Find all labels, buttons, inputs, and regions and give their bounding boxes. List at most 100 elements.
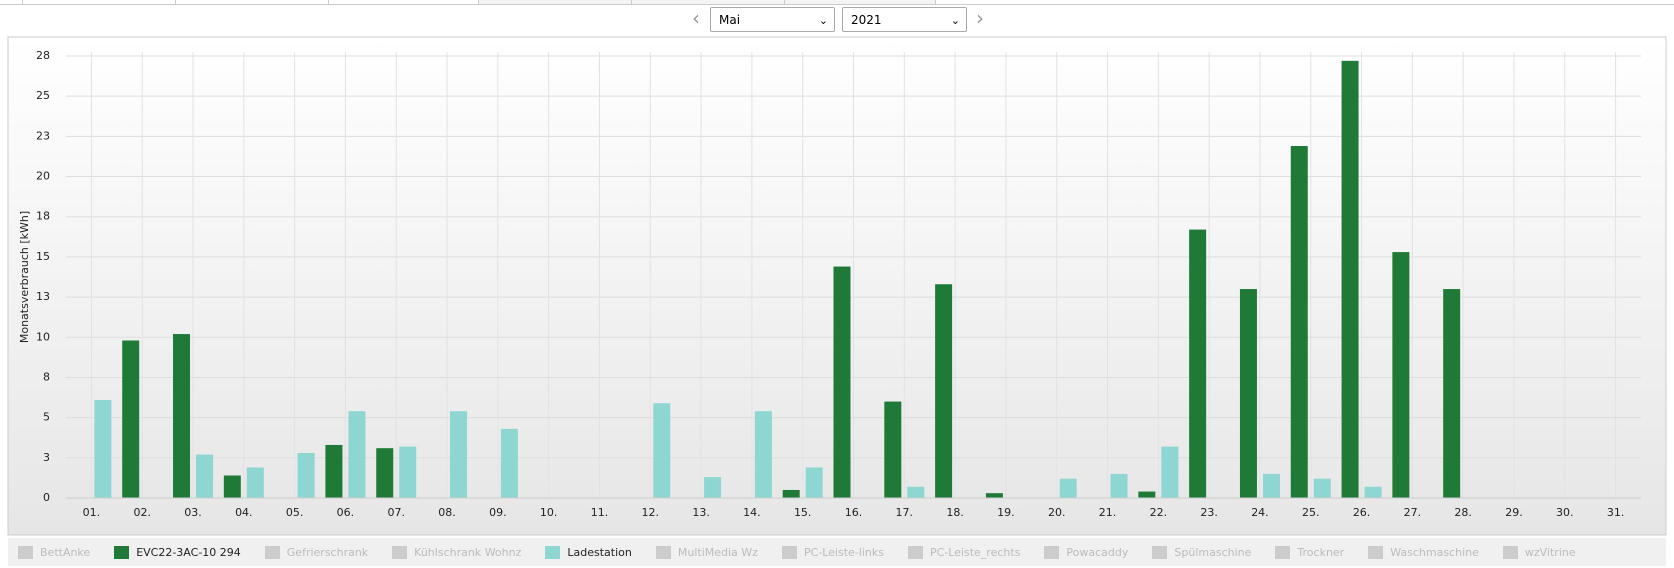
bar (884, 401, 902, 498)
bar (325, 444, 343, 498)
legend-label: PC-Leiste_rechts (929, 545, 1021, 559)
year-select[interactable]: 2021 ⌄ (842, 7, 967, 32)
legend-item[interactable]: PC-Leiste-links (781, 545, 884, 559)
legend-item[interactable]: Spülmaschine (1152, 545, 1252, 559)
legend-swatch (1275, 545, 1291, 559)
bar (754, 411, 772, 498)
x-tick-label: 17. (896, 506, 914, 519)
legend-label: Powacaddy (1066, 545, 1129, 559)
bar (907, 486, 925, 498)
y-tick-label: 0 (43, 491, 50, 504)
x-tick-label: 09. (489, 506, 507, 519)
y-axis-label: Monatsverbrauch [kWh] (18, 211, 31, 343)
bar (223, 475, 241, 498)
bar (196, 454, 214, 498)
bar (1189, 229, 1207, 498)
legend-label: Spülmaschine (1174, 545, 1252, 559)
legend-swatch (392, 545, 408, 559)
legend-swatch (1152, 545, 1168, 559)
legend-swatch (1044, 545, 1060, 559)
legend-swatch (264, 545, 280, 559)
legend-label: EVC22-3AC-10 294 (136, 545, 241, 559)
bar (450, 411, 468, 498)
legend-swatch (781, 545, 797, 559)
legend-item[interactable]: Trockner (1275, 545, 1344, 559)
bar (1262, 473, 1280, 498)
tab[interactable] (175, 0, 329, 5)
y-tick-label: 13 (36, 290, 50, 303)
bar (1059, 478, 1077, 498)
x-tick-label: 18. (946, 506, 964, 519)
x-tick-label: 15. (794, 506, 812, 519)
legend-swatch (545, 545, 561, 559)
prev-arrow[interactable]: ‹ (692, 6, 700, 30)
legend-label: PC-Leiste-links (803, 545, 884, 559)
legend-item[interactable]: PC-Leiste_rechts (907, 545, 1021, 559)
legend-item[interactable]: Powacaddy (1044, 545, 1129, 559)
legend-item[interactable]: Gefrierschrank (264, 545, 369, 559)
bar (805, 467, 823, 498)
x-tick-label: 23. (1200, 506, 1218, 519)
x-tick-label: 10. (540, 506, 558, 519)
x-tick-label: 27. (1404, 506, 1422, 519)
legend-item[interactable]: Ladestation (545, 545, 632, 559)
bar (1138, 491, 1156, 498)
x-tick-label: 02. (133, 506, 151, 519)
legend-item[interactable]: MultiMedia Wz (655, 545, 758, 559)
legend-item[interactable]: EVC22-3AC-10 294 (114, 545, 241, 559)
bar (399, 446, 417, 498)
legend-swatch (1368, 545, 1384, 559)
bar (246, 467, 264, 498)
legend-item[interactable]: Waschmaschine (1368, 545, 1479, 559)
y-tick-label: 5 (43, 411, 50, 424)
bar (782, 489, 800, 498)
legend-label: MultiMedia Wz (677, 545, 758, 559)
x-tick-label: 20. (1048, 506, 1066, 519)
x-tick-label: 22. (1150, 506, 1168, 519)
y-tick-label: 25 (36, 89, 50, 102)
bar (500, 428, 518, 498)
legend-label: wzVitrine (1524, 545, 1576, 559)
bar (935, 284, 953, 498)
bar (122, 340, 140, 498)
tab[interactable] (784, 0, 936, 5)
legend-swatch (907, 545, 923, 559)
bar (94, 399, 112, 498)
legend-swatch (655, 545, 671, 559)
bar (1313, 478, 1331, 498)
legend-item[interactable]: wzVitrine (1502, 545, 1576, 559)
bar (1290, 146, 1308, 499)
x-tick-label: 28. (1454, 506, 1472, 519)
x-tick-label: 01. (83, 506, 101, 519)
bar (1443, 289, 1461, 498)
legend-label: Waschmaschine (1390, 545, 1479, 559)
bar (985, 493, 1003, 498)
month-value: Mai (719, 13, 741, 27)
bar (173, 334, 191, 498)
x-tick-label: 05. (286, 506, 304, 519)
legend-item[interactable]: Kühlschrank Wohnz (392, 545, 521, 559)
bar (833, 266, 851, 498)
x-tick-label: 16. (845, 506, 863, 519)
y-tick-label: 18 (36, 210, 50, 223)
legend-label: Gefrierschrank (286, 545, 369, 559)
bar (1239, 289, 1257, 498)
x-tick-label: 19. (997, 506, 1015, 519)
year-value: 2021 (851, 13, 882, 27)
legend-swatch (114, 545, 130, 559)
bar (1341, 60, 1359, 499)
month-select[interactable]: Mai ⌄ (710, 7, 835, 32)
tab-bar (0, 0, 1674, 5)
y-tick-label: 23 (36, 129, 50, 142)
x-tick-label: 08. (438, 506, 456, 519)
x-tick-label: 24. (1251, 506, 1269, 519)
x-tick-label: 04. (235, 506, 253, 519)
bar (1392, 252, 1410, 498)
y-tick-label: 15 (36, 250, 50, 263)
x-tick-label: 12. (642, 506, 660, 519)
next-arrow[interactable]: › (976, 6, 984, 30)
legend-item[interactable]: BettAnke (18, 545, 90, 559)
y-tick-label: 10 (36, 330, 50, 343)
